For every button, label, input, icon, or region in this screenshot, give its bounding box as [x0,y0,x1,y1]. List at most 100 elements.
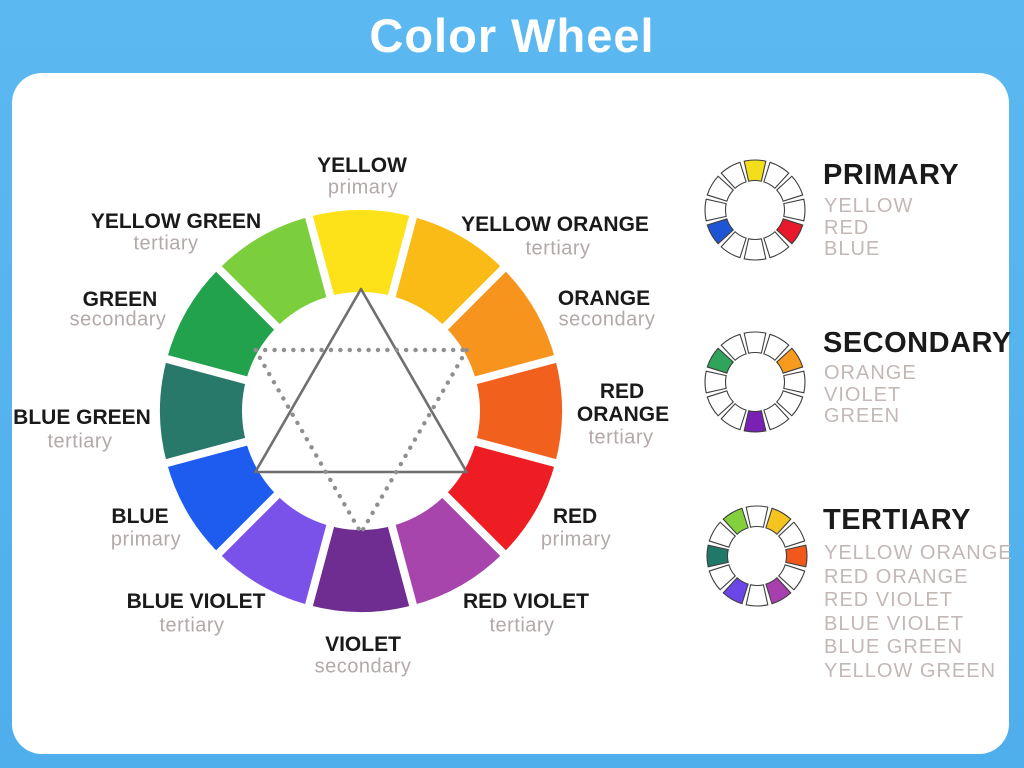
wheel-label-red: RED [552,505,598,528]
legend-item-blue-green: BLUE GREEN [824,636,963,658]
wheel-sublabel-yellow: primary [327,176,399,199]
wheel-segment-yellow [308,210,414,298]
wheel-label-blue-violet: BLUE VIOLET [126,590,266,613]
wheel-label-yellow-green: YELLOW GREEN [90,210,262,233]
segment-separator [433,258,514,339]
mini-segment-blank [777,521,806,548]
mini-segment-blank [743,238,767,261]
wheel-sublabel-orange: secondary [558,308,656,331]
wheel-label-yellow: YELLOW [317,154,407,177]
mini-segment-colored [785,544,808,568]
mini-segment-colored [765,576,792,605]
segment-separator [462,352,567,388]
legend-item-violet: VIOLET [824,383,902,406]
segment-separator [433,483,514,564]
wheel-sublabel-yellow-orange: tertiary [525,237,591,260]
legend-item-blue-violet: BLUE VIOLET [824,612,964,635]
segment-separator [208,483,289,564]
wheel-segment-blue [166,441,279,554]
mini-segment-blank [763,161,790,190]
mini-segment-colored [706,347,735,374]
mini-segment-colored [775,218,804,245]
wheel-label-yellow-orange: YELLOW ORANGE [461,213,649,236]
legend-title-primary: PRIMARY [823,159,960,191]
mini-segment-blank [745,505,769,528]
wheel-sublabel-blue-violet: tertiary [159,614,225,637]
wheel-segment-blue-green [160,358,248,464]
segment-separator [302,512,338,617]
legend-list-tertiary: YELLOW ORANGE RED ORANGE RED VIOLET BLUE VI… [824,542,1013,683]
wheel-sublabel-yellow-green: tertiary [133,232,199,255]
primary-triangle-solid [254,287,468,474]
mini-segment-blank [763,402,790,431]
wheel-label-blue-green: BLUE GREEN [13,406,151,429]
legend-item-yellow-orange: YELLOW ORANGE [824,542,1013,564]
wheel-sublabel-blue: primary [110,528,182,551]
legend-item-yellow-green: YELLOW GREEN [824,659,997,682]
mini-segment-blank [783,198,806,222]
segment-separator [208,258,289,339]
legend-list-primary: YELLOW RED BLUE [824,195,914,261]
mini-segment-colored [706,544,729,568]
mini-wheel-primary [704,159,806,261]
wheel-sublabel-green: secondary [69,308,167,331]
wheel-label-green: GREEN [82,288,158,311]
wheel-inner-circle [242,292,480,530]
mini-segment-blank [783,370,806,394]
mini-segment-colored [743,159,767,182]
secondary-triangle-dotted [253,347,469,536]
segment-separator [155,352,260,388]
wheel-label-red-orange: ORANGE [576,403,670,426]
mini-segment-blank [720,333,747,362]
mini-segment-blank [763,230,790,259]
wheel-segment-yellow-green [218,216,331,329]
mini-wheel-tertiary [706,505,808,607]
mini-segment-blank [775,390,804,417]
mini-segment-blank [763,333,790,362]
wheel-segment-yellow-orange [391,216,504,329]
wheel-segment-red [443,441,556,554]
color-wheel-diagram [155,205,567,617]
legend-list-secondary: ORANGE VIOLET GREEN [824,362,917,428]
wheel-sublabel-blue-green: tertiary [47,430,113,453]
legend-title-tertiary: TERTIARY [823,504,971,536]
mini-segment-colored [765,507,792,536]
legend-item-yellow: YELLOW [824,195,914,217]
wheel-sublabel-violet: secondary [314,655,412,678]
mini-segment-blank [720,161,747,190]
wheel-label-orange: ORANGE [557,287,651,310]
mini-segment-blank [706,390,735,417]
wheel-segment-violet [308,524,414,612]
wheel-label-red-violet: RED VIOLET [462,590,590,613]
wheel-label-red-orange: RED [599,380,645,403]
mini-segment-blank [704,198,727,222]
segment-separator [384,512,420,617]
wheel-segment-orange [443,268,556,381]
mini-segment-blank [708,564,737,591]
legend-item-red-orange: RED ORANGE [824,565,969,588]
legend-item-green: GREEN [824,405,901,427]
mini-segment-colored [722,507,749,536]
mini-segment-blank [706,175,735,202]
wheel-segment-red-violet [391,493,504,606]
wheel-segment-green [166,268,279,381]
mini-segment-blank [745,584,769,607]
mini-segment-blank [708,521,737,548]
mini-segment-blank [775,175,804,202]
mini-wheel-secondary [704,331,806,433]
legend-title-secondary: SECONDARY [823,327,1012,359]
segment-separator [462,434,567,470]
segment-separator [384,205,420,310]
legend-item-blue: BLUE [824,238,881,260]
wheel-sublabel-red-violet: tertiary [489,614,555,637]
mini-segment-blank [704,370,727,394]
mini-segment-colored [743,410,767,433]
legend-item-red: RED [824,216,870,239]
segment-separator [302,205,338,310]
page-title: Color Wheel [369,9,655,62]
wheel-sublabel-red: primary [540,528,612,551]
mini-segment-colored [775,347,804,374]
mini-segment-colored [722,576,749,605]
wheel-segment-blue-violet [218,493,331,606]
